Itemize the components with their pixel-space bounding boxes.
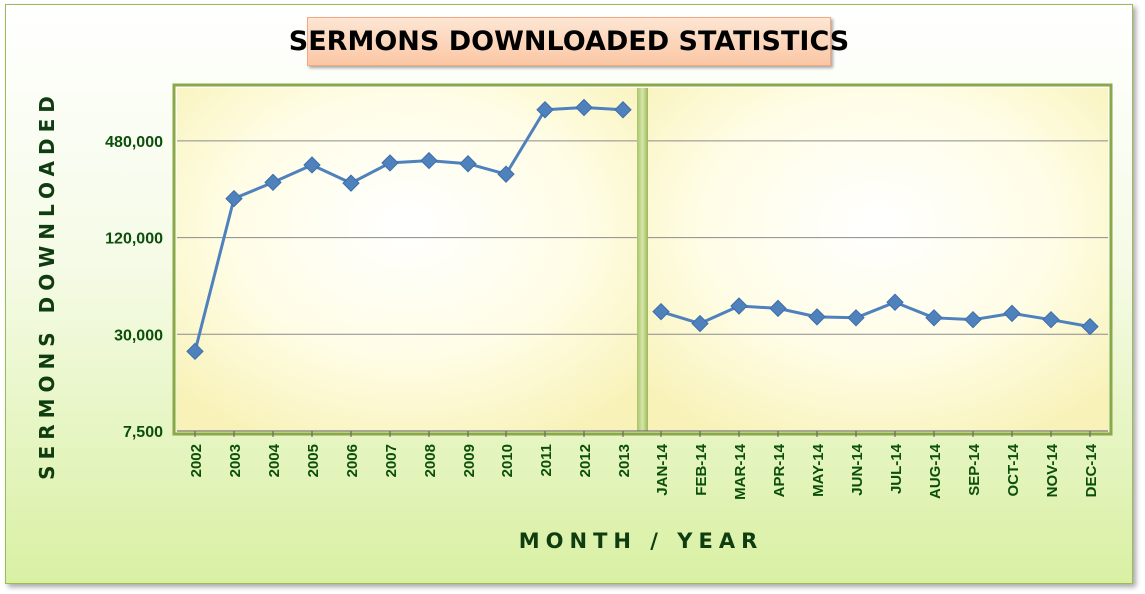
data-point [964, 310, 982, 329]
x-axis-label: MONTH / YEAR [518, 529, 764, 553]
x-tick-label: DEC-14 [1083, 443, 1100, 497]
x-tick-label: JUL-14 [888, 443, 905, 494]
data-point [303, 156, 321, 174]
x-tick-label: JAN-14 [654, 443, 671, 495]
x-tick-label: JUN-14 [849, 443, 866, 495]
data-point [1081, 317, 1099, 336]
y-tick-label: 7,500 [123, 424, 163, 441]
x-tick-label: 2006 [344, 444, 361, 477]
x-tick-label: 2008 [422, 444, 439, 477]
data-point [847, 309, 865, 327]
x-tick-label: 2005 [305, 444, 322, 477]
x-tick-label: 2002 [188, 444, 205, 477]
data-point [1042, 310, 1060, 329]
data-point [459, 155, 477, 173]
x-tick-label: 2009 [461, 444, 478, 477]
data-point [691, 314, 709, 333]
x-tick-label: MAY-14 [810, 443, 827, 496]
x-tick-label: APR-14 [771, 443, 788, 497]
data-point [381, 154, 399, 172]
data-point [420, 151, 438, 170]
data-point [342, 174, 360, 192]
x-tick-label: 2011 [538, 444, 555, 477]
data-point [886, 293, 904, 311]
chart-title-box: SERMONS DOWNLOADED STATISTICS [289, 17, 849, 66]
plot-border [172, 83, 1113, 436]
data-point [497, 165, 515, 183]
x-tick-label: SEP-14 [966, 443, 983, 495]
x-tick-label: 2004 [266, 443, 283, 477]
data-point [730, 297, 748, 315]
x-tick-label: 2003 [227, 444, 244, 477]
y-tick-label: 480,000 [105, 134, 163, 151]
plot-area-left [177, 88, 637, 431]
panel-divider [637, 88, 648, 431]
chart-title: SERMONS DOWNLOADED STATISTICS [288, 26, 850, 57]
data-point [925, 309, 943, 327]
data-point [652, 302, 670, 321]
data-point [264, 173, 282, 192]
x-tick-label: FEB-14 [693, 443, 710, 495]
x-tick-label: OCT-14 [1005, 443, 1022, 496]
y-tick-label: 120,000 [105, 231, 163, 248]
x-tick-label: AUG-14 [927, 443, 944, 499]
x-tick-label: 2007 [383, 444, 400, 477]
data-point [614, 101, 632, 119]
data-point [808, 308, 826, 326]
data-point [536, 101, 554, 119]
data-point [575, 98, 593, 117]
x-tick-label: 2012 [577, 444, 594, 477]
y-tick-label: 30,000 [114, 327, 163, 344]
data-point [1003, 304, 1021, 323]
plot-area-right [648, 88, 1108, 431]
x-tick-label: NOV-14 [1044, 443, 1061, 497]
data-point [186, 342, 204, 361]
data-point [769, 299, 787, 318]
data-point [225, 189, 243, 208]
x-tick-label: 2013 [616, 444, 633, 477]
x-tick-label: MAR-14 [732, 443, 749, 499]
x-tick-label: 2010 [499, 444, 516, 477]
